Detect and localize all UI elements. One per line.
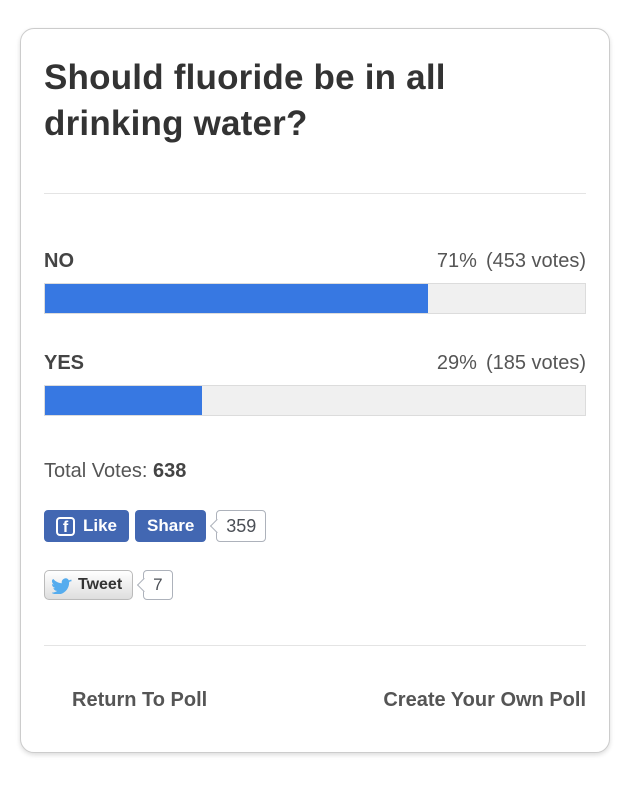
tweet-label: Tweet — [78, 576, 123, 593]
vote-bar-fill — [45, 284, 429, 313]
create-your-own-poll-link[interactable]: Create Your Own Poll — [383, 689, 586, 711]
option-header: NO 71% (453 votes) — [44, 250, 586, 273]
option-header: YES 29% (185 votes) — [44, 352, 586, 375]
tweet-button[interactable]: Tweet — [44, 570, 134, 600]
tweet-count[interactable]: 7 — [143, 570, 173, 600]
facebook-f-icon: f — [56, 516, 75, 536]
footer: Return To Poll Create Your Own Poll — [44, 689, 586, 712]
option-percent: 71% — [436, 250, 477, 272]
option-votes: (453 votes) — [485, 250, 586, 272]
option-label: NO — [44, 250, 74, 272]
vote-bar-fill — [45, 386, 202, 415]
poll-option-no: NO 71% (453 votes) — [44, 250, 586, 314]
twitter-row: Tweet 7 — [44, 570, 586, 600]
option-label: YES — [44, 352, 85, 374]
return-to-poll-link[interactable]: Return To Poll — [72, 689, 208, 711]
divider — [44, 645, 586, 646]
divider — [44, 193, 586, 194]
option-result: 71% (453 votes) — [437, 250, 586, 273]
facebook-share-button[interactable]: Share — [135, 510, 207, 542]
option-result: 29% (185 votes) — [437, 352, 586, 375]
vote-bar-track — [44, 385, 586, 416]
option-votes: (185 votes) — [485, 352, 586, 374]
facebook-row: f Like Share 359 — [44, 510, 586, 542]
facebook-share-label: Share — [147, 516, 195, 535]
poll-option-yes: YES 29% (185 votes) — [44, 352, 586, 416]
facebook-share-count[interactable]: 359 — [216, 510, 267, 542]
facebook-like-button[interactable]: f Like — [44, 510, 130, 542]
facebook-like-label: Like — [83, 516, 118, 535]
total-votes-value: 638 — [152, 460, 187, 482]
total-votes: Total Votes: 638 — [44, 460, 586, 483]
total-votes-label: Total Votes: — [44, 460, 148, 482]
twitter-bird-icon — [52, 577, 72, 594]
vote-bar-track — [44, 283, 586, 314]
poll-results-card: Should fluoride be in all drinking water… — [20, 28, 610, 753]
poll-question: Should fluoride be in all drinking water… — [44, 58, 446, 143]
option-percent: 29% — [436, 352, 477, 374]
